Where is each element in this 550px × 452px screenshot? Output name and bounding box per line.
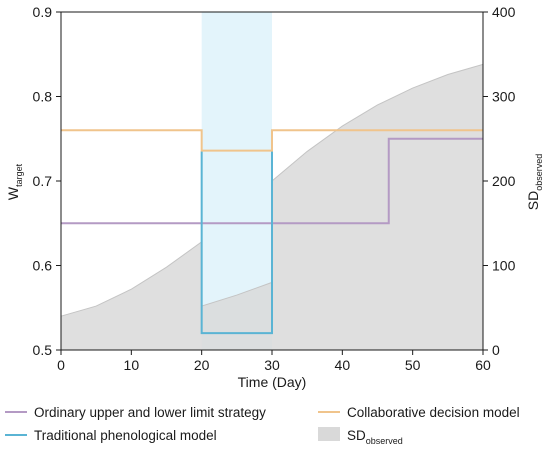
- x-tick-label: 10: [124, 357, 140, 373]
- series-line-collaborative: [61, 129, 483, 152]
- legend-label-traditional: Traditional phenological model: [34, 428, 217, 443]
- x-tick-label: 60: [475, 357, 491, 373]
- y-right-title-sub: observed: [534, 154, 544, 191]
- y-left-tick-label: 0.7: [33, 173, 53, 189]
- legend-swatch-sd: [318, 427, 340, 441]
- y-left-tick-label: 0.5: [33, 342, 53, 358]
- y-left-tick-label: 0.9: [33, 4, 53, 20]
- legend-label-sd: SDobserved: [347, 428, 403, 446]
- x-tick-label: 40: [335, 357, 351, 373]
- legend-label-collaborative: Collaborative decision model: [347, 405, 520, 420]
- x-tick-label: 50: [405, 357, 421, 373]
- x-tick-label: 20: [194, 357, 210, 373]
- y-left-title-sub: target: [14, 163, 24, 187]
- y-left-tick-label: 0.6: [33, 258, 53, 274]
- line-layer: [61, 129, 483, 335]
- legend-label-ordinary: Ordinary upper and lower limit strategy: [34, 405, 266, 420]
- legend-sd-sub: observed: [366, 436, 403, 446]
- x-tick-label: 0: [57, 357, 65, 373]
- y-right-tick-label: 100: [492, 258, 516, 274]
- legend-sd-main: SD: [347, 428, 366, 443]
- y-right-tick-label: 200: [492, 173, 516, 189]
- x-axis-title: Time (Day): [238, 374, 307, 390]
- y-right-axis-title: SDobserved: [525, 154, 544, 210]
- legend: Ordinary upper and lower limit strategy …: [5, 405, 520, 446]
- series-line-ordinary: [61, 137, 483, 225]
- x-tick-label: 30: [264, 357, 280, 373]
- tick-layer: 0 10 20 30 40 50 60 0.5 0.6 0.7 0.8 0.9 0 100 200 300 40…: [33, 4, 516, 373]
- y-right-title-main: SD: [525, 191, 541, 210]
- y-left-axis-title: Wtarget: [5, 163, 24, 200]
- series-line-traditional: [200, 151, 273, 335]
- y-right-tick-label: 0: [492, 342, 500, 358]
- y-right-tick-label: 300: [492, 89, 516, 105]
- y-left-tick-label: 0.8: [33, 89, 53, 105]
- y-right-tick-label: 400: [492, 4, 516, 20]
- y-left-title-main: W: [5, 186, 21, 200]
